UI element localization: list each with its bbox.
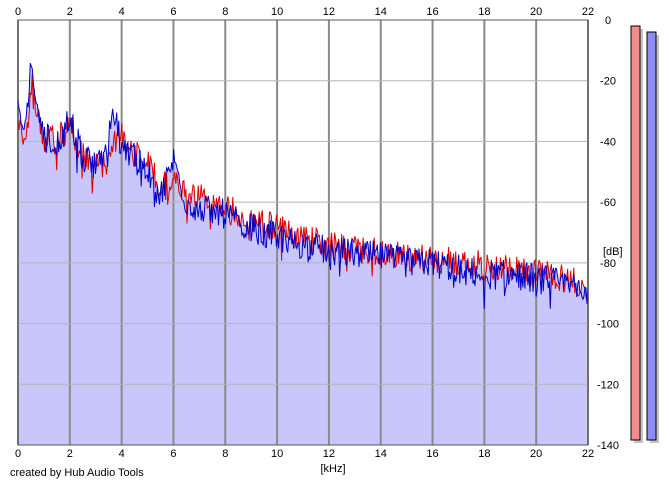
x-tick-label-top: 14 — [375, 6, 387, 18]
y-tick-label: -100 — [597, 319, 619, 331]
x-tick-label-bottom: 10 — [271, 448, 283, 460]
y-tick-label: 0 — [605, 15, 611, 27]
y-tick-label: -60 — [600, 197, 616, 209]
y-tick-labels: 0 -20 -40 -60 -80 -100 -120 -140 — [597, 15, 619, 452]
x-tick-label-bottom: 12 — [323, 448, 335, 460]
x-tick-label-top: 16 — [426, 6, 438, 18]
level-meters — [630, 25, 659, 443]
x-tick-label-bottom: 4 — [119, 448, 125, 460]
x-tick-label-bottom: 18 — [478, 448, 490, 460]
x-tick-label-bottom: 0 — [15, 448, 21, 460]
spectrum-fill-area — [18, 63, 588, 445]
y-tick-label: -80 — [600, 258, 616, 270]
plot-border — [17, 19, 589, 446]
y-tick-label: -140 — [597, 440, 619, 452]
x-tick-label-top: 4 — [119, 6, 125, 18]
x-tick-label-top: 10 — [271, 6, 283, 18]
y-tick-label: -120 — [597, 379, 619, 391]
level-meter-bar — [630, 25, 641, 441]
x-tick-label-bottom: 2 — [67, 448, 73, 460]
x-tick-label-bottom: 8 — [222, 448, 228, 460]
level-meter-left — [630, 25, 643, 443]
x-tick-label-top: 6 — [170, 6, 176, 18]
y-tick-label: -20 — [600, 76, 616, 88]
level-meter-bar — [646, 31, 657, 441]
x-tick-label-bottom: 16 — [426, 448, 438, 460]
x-tick-labels-bottom: 0 2 4 6 8 10 12 14 16 18 20 22 — [15, 448, 594, 460]
x-tick-label-bottom: 22 — [582, 448, 594, 460]
series-line-blue — [17, 63, 589, 309]
x-tick-label-bottom: 20 — [530, 448, 542, 460]
x-tick-label-bottom: 14 — [375, 448, 387, 460]
y-tick-label: -40 — [600, 136, 616, 148]
x-axis-label: [kHz] — [320, 463, 345, 475]
x-tick-label-top: 2 — [67, 6, 73, 18]
credit-text: created by Hub Audio Tools — [10, 467, 144, 479]
y-axis-label: [dB] — [603, 246, 623, 258]
x-tick-label-top: 20 — [530, 6, 542, 18]
x-tick-label-top: 0 — [15, 6, 21, 18]
grid-lines — [17, 19, 589, 446]
x-tick-label-bottom: 6 — [170, 448, 176, 460]
x-tick-label-top: 12 — [323, 6, 335, 18]
x-tick-labels-top: 0 2 4 6 8 10 12 14 16 18 20 22 — [15, 6, 594, 18]
level-meter-right — [646, 31, 659, 443]
x-tick-label-top: 22 — [582, 6, 594, 18]
x-tick-label-top: 8 — [222, 6, 228, 18]
x-tick-label-top: 18 — [478, 6, 490, 18]
